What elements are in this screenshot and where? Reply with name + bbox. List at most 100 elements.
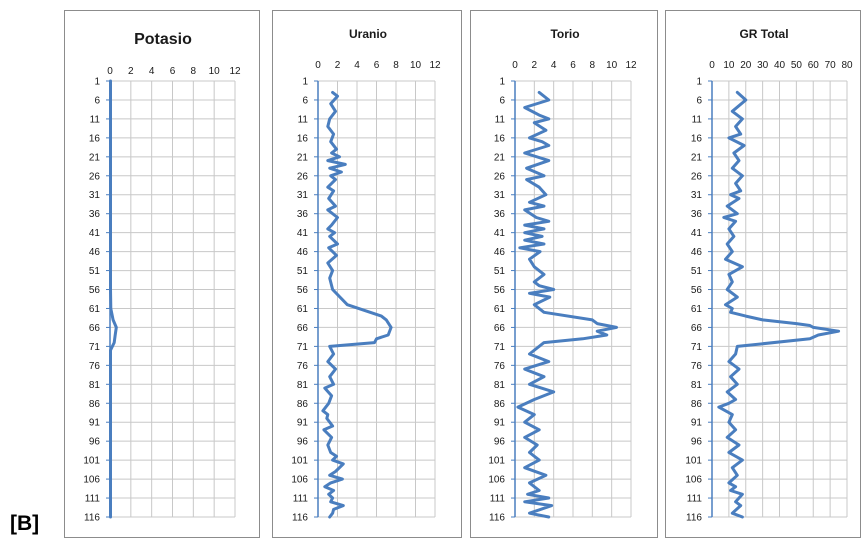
y-tick-label: 6 [302,95,308,106]
y-tick-label: 111 [687,494,703,505]
y-tick-label: 86 [297,399,309,410]
series-line [321,90,393,519]
y-tick-label: 31 [297,190,309,201]
y-tick-label: 31 [494,190,506,201]
y-tick-label: 86 [89,399,101,410]
y-tick-label: 91 [691,418,703,429]
y-tick-label: 1 [696,77,702,88]
gr-total-panel: GR Total 0 10 20 30 40 50 60 70 80 1 6 11 16 21 26 31 36 4… [665,10,861,538]
y-tick-label: 21 [494,152,506,163]
y-tick-label: 116 [686,513,702,524]
y-tick-label: 71 [494,342,506,353]
y-tick-label: 81 [691,380,703,391]
y-tick-label: 111 [85,494,101,505]
y-tick-label: 61 [494,304,506,315]
series-line [516,90,618,519]
x-tick-label: 10 [410,60,422,71]
uranio-panel: Uranio 0 2 4 6 8 10 12 1 6 11 16 21 26 31 36 41 46 51 56 61 6… [272,10,462,538]
grid [109,80,236,518]
y-tick-label: 106 [83,475,100,486]
y-tick-label: 41 [89,228,101,239]
y-tick-label: 61 [691,304,703,315]
y-tick-label: 106 [488,475,505,486]
x-tick-label: 0 [512,60,518,71]
y-tick-label: 6 [499,95,505,106]
x-tick-label: 12 [229,66,241,77]
y-tick-label: 36 [89,209,101,220]
x-tick-label: 8 [590,60,596,71]
y-tick-label: 16 [297,133,309,144]
y-tick-label: 66 [494,323,506,334]
y-tick-label: 36 [494,209,506,220]
series-line [717,90,841,519]
y-tick-label: 1 [302,77,308,88]
y-tick-label: 116 [84,513,100,524]
x-tick-label: 10 [209,66,221,77]
x-tick-label: 0 [709,60,715,71]
y-tick-label: 31 [691,190,703,201]
y-tick-label: 96 [297,437,309,448]
y-tick-label: 86 [691,399,703,410]
chart-title: GR Total [739,27,788,41]
series-line [109,79,118,519]
y-tick-label: 56 [297,285,309,296]
y-tick-label: 21 [691,152,703,163]
x-tick-label: 2 [532,60,538,71]
y-tick-label: 41 [297,228,309,239]
y-tick-label: 66 [297,323,309,334]
y-tick-label: 116 [292,513,308,524]
y-tick-label: 46 [89,247,101,258]
y-tick-label: 51 [89,266,101,277]
y-tick-label: 106 [291,475,308,486]
y-tick-label: 111 [490,494,506,505]
y-tick-label: 1 [94,77,100,88]
y-tick-label: 71 [89,342,101,353]
x-tick-label: 4 [149,66,155,77]
y-tick-label: 41 [494,228,506,239]
x-tick-label: 8 [393,60,399,71]
y-tick-label: 76 [494,361,506,372]
x-tick-label: 8 [191,66,197,77]
x-tick-label: 6 [570,60,576,71]
y-tick-label: 11 [298,114,309,125]
figure-label: [B] [10,512,40,535]
y-tick-label: 91 [89,418,101,429]
chart-title: Potasio [134,31,192,48]
y-tick-label: 101 [83,456,100,467]
y-tick-label: 26 [89,171,101,182]
y-tick-label: 66 [89,323,101,334]
y-tick-label: 36 [691,209,703,220]
x-tick-label: 4 [551,60,557,71]
y-tick-label: 61 [297,304,309,315]
torio-panel: Torio 0 2 4 6 8 10 12 1 6 11 16 21 26 31 36 41 46 51 56 61 66… [470,10,658,538]
x-tick-label: 0 [315,60,321,71]
y-tick-label: 16 [494,133,506,144]
x-tick-label: 80 [841,60,853,71]
y-tick-label: 76 [691,361,703,372]
y-tick-label: 56 [89,285,101,296]
y-tick-label: 101 [291,456,308,467]
x-tick-label: 2 [335,60,341,71]
x-tick-label: 50 [791,60,803,71]
y-tick-label: 111 [293,494,309,505]
y-tick-label: 81 [494,380,506,391]
x-tick-label: 2 [128,66,134,77]
y-tick-label: 101 [488,456,505,467]
y-tick-label: 36 [297,209,309,220]
x-tick-label: 12 [625,60,637,71]
x-tick-label: 30 [757,60,769,71]
y-tick-label: 21 [297,152,309,163]
x-tick-label: 6 [170,66,176,77]
y-tick-label: 6 [94,95,100,106]
y-tick-label: 1 [499,77,505,88]
y-tick-label: 116 [489,513,505,524]
y-tick-label: 106 [685,475,702,486]
y-tick-label: 71 [297,342,309,353]
y-tick-label: 51 [691,266,703,277]
y-tick-label: 16 [691,133,703,144]
y-tick-label: 26 [297,171,309,182]
y-tick-label: 6 [696,95,702,106]
x-tick-label: 10 [723,60,735,71]
